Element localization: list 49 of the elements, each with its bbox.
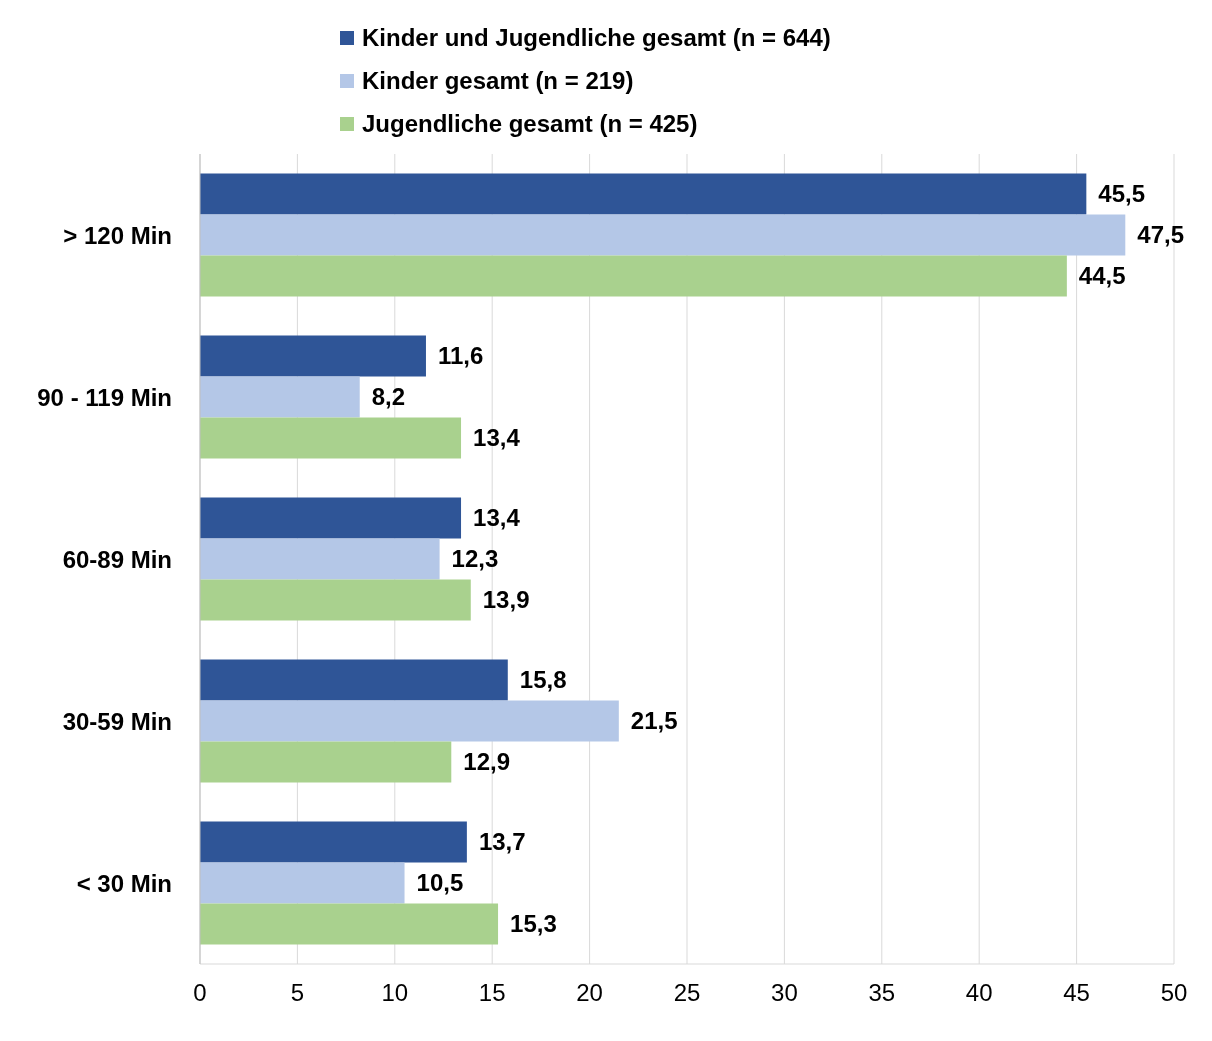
y-tick-label: < 30 Min bbox=[76, 869, 172, 897]
data-label: 15,3 bbox=[510, 910, 557, 938]
bar bbox=[200, 255, 1067, 297]
bar bbox=[200, 741, 452, 783]
bar bbox=[200, 173, 1087, 215]
y-tick-label: 30-59 Min bbox=[62, 707, 172, 735]
bar bbox=[200, 497, 462, 539]
data-label: 47,5 bbox=[1137, 221, 1185, 249]
x-tick-label: 5 bbox=[290, 979, 305, 1007]
bar bbox=[200, 538, 440, 580]
legend-label: Kinder und Jugendliche gesamt (n = 644) bbox=[362, 23, 831, 52]
data-label: 13,9 bbox=[482, 586, 530, 614]
data-label: 45,5 bbox=[1098, 180, 1146, 208]
x-tick-label: 0 bbox=[193, 979, 207, 1007]
legend-label: Jugendliche gesamt (n = 425) bbox=[362, 109, 698, 138]
x-tick-label: 15 bbox=[478, 979, 506, 1007]
data-label: 12,3 bbox=[451, 545, 499, 573]
bar bbox=[200, 821, 467, 863]
legend-label: Kinder gesamt (n = 219) bbox=[362, 66, 634, 95]
data-label: 13,7 bbox=[478, 828, 526, 856]
x-tick-label: 30 bbox=[771, 979, 798, 1007]
x-tick-label: 10 bbox=[381, 979, 409, 1007]
data-label: 13,4 bbox=[473, 424, 521, 452]
x-tick-label: 45 bbox=[1063, 979, 1090, 1007]
bar bbox=[200, 903, 499, 945]
data-label: 12,9 bbox=[463, 748, 511, 776]
x-tick-label: 40 bbox=[965, 979, 993, 1007]
x-tick-label: 20 bbox=[576, 979, 603, 1007]
bar bbox=[200, 335, 426, 377]
x-tick-label: 50 bbox=[1160, 979, 1188, 1007]
bar bbox=[200, 214, 1126, 256]
bar bbox=[200, 862, 405, 904]
data-label: 13,4 bbox=[473, 504, 521, 532]
bar bbox=[200, 579, 471, 621]
y-tick-label: 60-89 Min bbox=[62, 545, 172, 573]
data-label: 8,2 bbox=[371, 383, 406, 411]
y-tick-label: 90 - 119 Min bbox=[37, 383, 172, 411]
data-label: 15,8 bbox=[519, 666, 567, 694]
bar bbox=[200, 700, 619, 742]
y-tick-label: > 120 Min bbox=[63, 221, 172, 249]
bar bbox=[200, 417, 462, 459]
x-tick-label: 35 bbox=[868, 979, 896, 1007]
bar bbox=[200, 376, 360, 418]
data-label: 10,5 bbox=[416, 869, 464, 897]
x-tick-label: 25 bbox=[673, 979, 701, 1007]
bar bbox=[200, 659, 508, 701]
data-label: 21,5 bbox=[630, 707, 678, 735]
data-label: 44,5 bbox=[1078, 262, 1126, 290]
data-label: 11,6 bbox=[437, 342, 484, 370]
